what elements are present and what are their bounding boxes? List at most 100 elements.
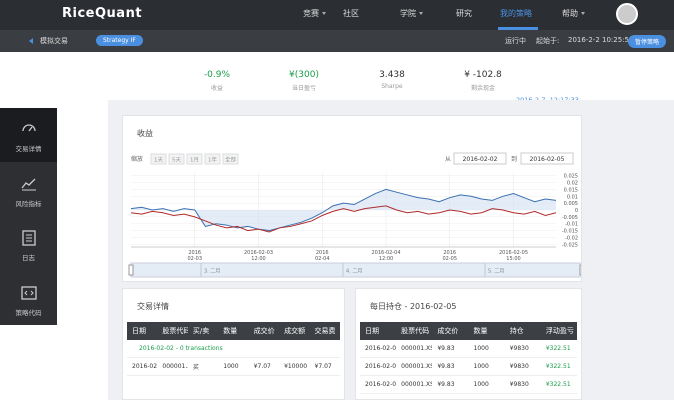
x-tick-label: 2016-02-03 12:00 (244, 250, 273, 262)
nav-item[interactable]: 社区 (343, 9, 359, 18)
column-header: 交易费 (314, 327, 336, 335)
stat: ¥(300) 当日盈亏 (269, 70, 339, 92)
sidebar-item[interactable]: 风险指标 (0, 163, 57, 217)
table-header: 日期 股票代码 成交价 数量 持仓 浮动盈亏 (360, 322, 577, 340)
cell: ¥10000 (284, 363, 308, 370)
series-line (130, 188, 557, 232)
stop-button[interactable]: 暂停策略 (628, 35, 667, 48)
stat-label: 当日盈亏 (291, 85, 316, 92)
strategy-button[interactable]: Strategy IF (96, 35, 143, 46)
sidebar-item[interactable]: 策略代码 (0, 272, 57, 326)
cell: ¥322.51 (545, 345, 571, 352)
to-label: 到 (511, 156, 517, 163)
cell: 1000 (473, 381, 489, 388)
nav-item[interactable]: 研究 (456, 9, 472, 18)
nav-item[interactable]: 我的策略 (500, 9, 532, 18)
cell: ¥9.83 (437, 363, 455, 370)
chart: 缩放 1天 5天 1月 1年 全部从 2016-02-02 到 2016-02-050.0250… (128, 152, 581, 278)
y-tick-label: -0.02 (565, 235, 578, 241)
cell: ¥7.07 (314, 363, 332, 370)
sidebar-label: 日志 (22, 254, 35, 262)
stat: 3.438 Sharpe (357, 70, 427, 90)
cell: 1000 (223, 363, 239, 370)
cell: 000001.XSHE (401, 345, 433, 352)
top-nav: RiceQuant 竞赛 社区 学院 研究 我的策略 帮助 (0, 0, 674, 30)
cell: ¥9.83 (437, 345, 455, 352)
x-tick-label: 2016-02-04 12:00 (371, 250, 400, 262)
column-header: 浮动盈亏 (545, 327, 574, 335)
cell: 000001.XSHE (162, 363, 188, 370)
sidebar-item[interactable]: 日志 (0, 217, 57, 271)
range-label[interactable]: 1月 (190, 157, 199, 164)
y-tick-label: 0 (575, 208, 578, 214)
logo[interactable]: RiceQuant (62, 6, 143, 21)
range-label[interactable]: 5天 (172, 157, 181, 164)
y-tick-label: 0.01 (567, 194, 578, 200)
nav-item[interactable]: 竞赛 (303, 8, 326, 19)
table-row[interactable]: 2016-02-05 000001.XSHE ¥9.83 1000 ¥9830 ¥322.… (360, 376, 577, 394)
trades-panel: 交易详情 日期 股票代码 买/卖 数量 成交价 成交额 交易费 2016-02-02 - 0 … (122, 288, 345, 400)
cell: ¥322.51 (545, 363, 571, 370)
stat-label: 剩余现金 (470, 85, 495, 92)
y-tick-label: 0.025 (564, 174, 578, 180)
y-tick-label: 0.02 (567, 181, 578, 187)
table-row[interactable]: 2016-02-03 000001.XSHE ¥9.83 1000 ¥9830 ¥322.… (360, 340, 577, 358)
cell: 1000 (473, 345, 489, 352)
y-tick-label: -0.005 (562, 215, 578, 221)
start-time: 2016-2-2 10:25:50 (568, 36, 634, 44)
y-tick-label: -0.015 (562, 229, 578, 235)
range-button[interactable] (168, 153, 185, 165)
sidebar-item[interactable]: 交易详情 (0, 108, 57, 162)
range-button[interactable] (186, 153, 203, 165)
sidebar-icon (20, 178, 36, 190)
toolbar: 模拟交易 Strategy IF 运行中 起始于: 2016-2-2 10:25… (0, 30, 674, 52)
column-header: 买/卖 (192, 327, 210, 335)
nav-item[interactable]: 学院 (400, 8, 423, 19)
column-header: 持仓 (509, 327, 524, 335)
range-label[interactable]: 全部 (225, 156, 237, 164)
stat-value: ¥(300) (289, 70, 319, 80)
cell: 2016-02-03 (132, 363, 158, 370)
back-icon[interactable] (29, 38, 33, 44)
x-tick-label: 2016-02-05 15:00 (499, 250, 528, 262)
table-row[interactable]: 2016-02-03 000001.XSHE 买 1000 ¥7.07 ¥10000 ¥7.… (127, 358, 340, 376)
cell: 2016-02-03 (365, 345, 397, 352)
zoom-label: 缩放 (131, 155, 143, 163)
from-date: 2016-02-02 (463, 156, 498, 163)
table-header: 日期 股票代码 买/卖 数量 成交价 成交额 交易费 (127, 322, 340, 340)
status: 运行中 (505, 37, 526, 45)
cell: 买 (192, 364, 199, 371)
cell: ¥9830 (509, 363, 529, 370)
column-header: 股票代码 (162, 327, 188, 335)
column-header: 成交价 (437, 327, 459, 335)
sidebar: 交易详情风险指标日志策略代码 (0, 108, 57, 325)
avatar[interactable] (616, 3, 638, 25)
range-button[interactable] (204, 153, 221, 165)
y-tick-label: 0.005 (564, 201, 578, 207)
table-row[interactable]: 2016-02-04 000001.XSHE ¥9.83 1000 ¥9830 ¥322.… (360, 358, 577, 376)
sidebar-label: 风险指标 (15, 199, 42, 208)
stat: -0.9% 收益 (182, 70, 252, 92)
chart-panel: 收益 缩放 1天 5天 1月 1年 全部 从 2016-02-02 到 2016-02-05 0.0… (122, 115, 582, 282)
y-tick-label: -0.025 (562, 242, 578, 248)
to-input[interactable] (520, 152, 574, 165)
sidebar-label: 交易详情 (15, 145, 42, 153)
nav-item[interactable]: 帮助 (562, 8, 585, 19)
nav-handle[interactable] (579, 264, 581, 276)
active-underline (498, 27, 538, 30)
y-tick-label: -0.01 (565, 222, 578, 228)
cell: ¥322.51 (545, 381, 571, 388)
nav-handle[interactable] (128, 264, 134, 276)
range-button[interactable] (222, 153, 239, 165)
range-label[interactable]: 1年 (208, 156, 217, 164)
range-button[interactable] (150, 153, 167, 165)
x-tick-label: 2016 02-05 (442, 250, 457, 262)
caret (581, 12, 585, 15)
caret (322, 12, 326, 15)
stat: ¥ -102.8 剩余现金 (448, 70, 518, 92)
range-label[interactable]: 1天 (154, 157, 163, 164)
area (131, 189, 556, 231)
chart-title: 收益 (137, 129, 153, 138)
x-tick-label: 2016 02-04 (315, 250, 330, 262)
from-input[interactable] (453, 152, 507, 165)
